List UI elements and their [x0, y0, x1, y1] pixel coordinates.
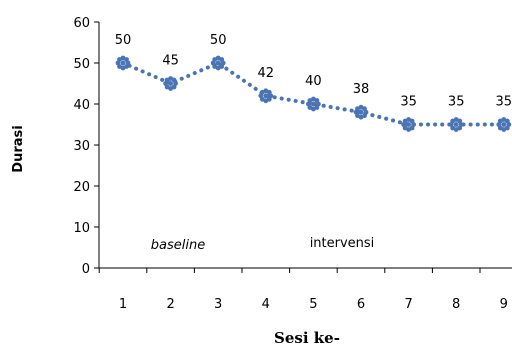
y-tick-label: 40	[73, 98, 90, 113]
x-tick-label: 5	[309, 297, 317, 312]
y-tick-label: 60	[73, 16, 90, 31]
x-tick-label: 1	[119, 297, 127, 312]
phase-label-intervensi: intervensi	[310, 236, 375, 251]
y-axis-label: Durasi	[11, 125, 26, 172]
x-tick-label: 4	[262, 297, 270, 312]
y-tick-label: 30	[73, 139, 90, 154]
data-point-marker	[449, 117, 464, 132]
data-point-marker	[496, 117, 511, 132]
data-label: 45	[162, 54, 179, 69]
data-label: 35	[496, 95, 512, 110]
data-point-marker	[116, 56, 131, 71]
chart-axes	[99, 22, 512, 268]
data-label: 42	[258, 66, 275, 81]
y-tick-label: 20	[73, 180, 90, 195]
data-label: 35	[400, 95, 417, 110]
x-tick-label: 3	[214, 297, 222, 312]
data-label: 50	[210, 33, 227, 48]
y-tick-label: 50	[73, 57, 90, 72]
series-line	[123, 63, 504, 125]
x-tick-label: 6	[357, 297, 365, 312]
x-axis-ticks: 1 2 3 4 5 6 7 8 9	[99, 268, 508, 312]
x-tick-label: 2	[166, 297, 174, 312]
y-tick-label: 10	[73, 221, 90, 236]
y-axis-ticks: 0 10 20 30 40 50 60	[73, 16, 99, 277]
x-tick-label: 7	[404, 297, 412, 312]
x-axis-label: Sesi ke-	[274, 329, 340, 347]
data-label: 35	[448, 95, 465, 110]
data-label: 40	[305, 74, 322, 89]
data-label: 50	[115, 33, 132, 48]
data-point-marker	[163, 76, 178, 91]
data-point-marker	[354, 105, 369, 120]
x-tick-label: 8	[452, 297, 460, 312]
y-tick-label: 0	[82, 262, 90, 277]
data-point-marker	[211, 56, 226, 71]
data-point-marker	[306, 97, 321, 112]
data-label: 38	[353, 82, 370, 97]
phase-label-baseline: baseline	[151, 238, 205, 253]
data-point-marker	[401, 117, 416, 132]
data-point-marker	[258, 88, 273, 103]
x-tick-label: 9	[500, 297, 508, 312]
